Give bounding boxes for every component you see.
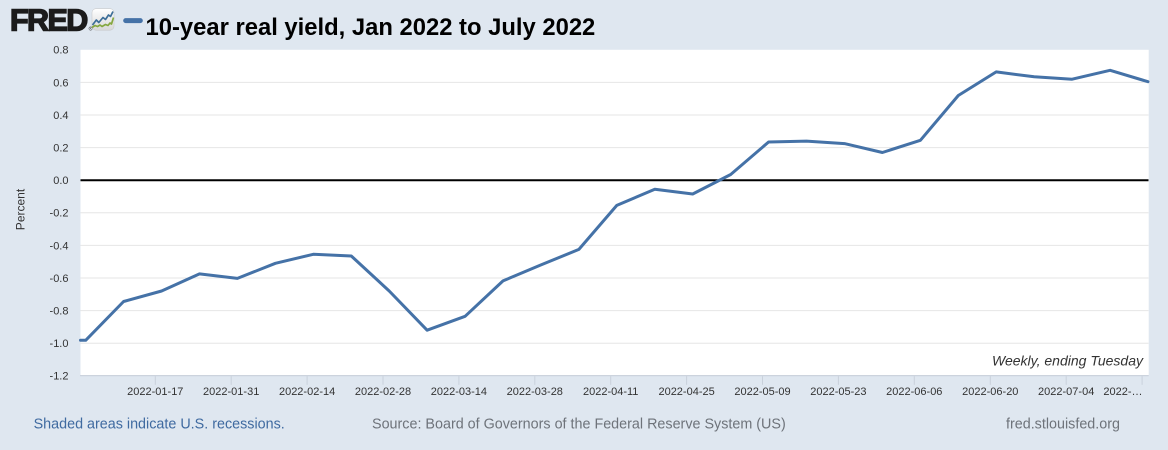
svg-text:0.4: 0.4 (53, 110, 68, 122)
svg-text:2022-02-14: 2022-02-14 (279, 386, 335, 398)
svg-text:2022-01-17: 2022-01-17 (127, 386, 183, 398)
svg-text:fred.stlouisfed.org: fred.stlouisfed.org (1006, 417, 1120, 433)
svg-text:0.2: 0.2 (53, 143, 68, 155)
svg-text:2022-06-06: 2022-06-06 (886, 386, 942, 398)
svg-text:Percent: Percent (14, 188, 28, 230)
svg-text:Weekly, ending Tuesday: Weekly, ending Tuesday (992, 352, 1144, 368)
svg-text:2022-05-09: 2022-05-09 (734, 386, 790, 398)
svg-text:0.0: 0.0 (53, 175, 68, 187)
svg-text:2022-03-14: 2022-03-14 (431, 386, 487, 398)
svg-text:2022-05-23: 2022-05-23 (810, 386, 866, 398)
svg-text:2022-04-11: 2022-04-11 (583, 386, 638, 398)
svg-text:2022-07-04: 2022-07-04 (1038, 386, 1094, 398)
svg-text:Source: Board of Governors of: Source: Board of Governors of the Federa… (372, 417, 786, 433)
svg-text:2022-02-28: 2022-02-28 (355, 386, 411, 398)
svg-text:Shaded areas indicate U.S. rec: Shaded areas indicate U.S. recessions. (34, 417, 285, 433)
svg-text:FRED: FRED (10, 3, 87, 37)
svg-text:2022-…: 2022-… (1103, 386, 1142, 398)
svg-text:®: ® (89, 25, 93, 32)
svg-text:0.6: 0.6 (53, 77, 68, 89)
svg-text:-0.8: -0.8 (50, 306, 69, 318)
svg-text:2022-06-20: 2022-06-20 (962, 386, 1018, 398)
svg-text:-0.6: -0.6 (50, 273, 69, 285)
svg-text:2022-04-25: 2022-04-25 (658, 386, 714, 398)
svg-text:-1.2: -1.2 (50, 371, 69, 383)
svg-text:10-year real yield, Jan 2022 t: 10-year real yield, Jan 2022 to July 202… (146, 14, 596, 41)
svg-text:-0.4: -0.4 (50, 240, 69, 252)
svg-text:2022-03-28: 2022-03-28 (507, 386, 563, 398)
svg-text:0.8: 0.8 (53, 45, 68, 57)
svg-text:-1.0: -1.0 (50, 338, 69, 350)
svg-text:-0.2: -0.2 (50, 208, 69, 220)
svg-text:2022-01-31: 2022-01-31 (203, 386, 259, 398)
